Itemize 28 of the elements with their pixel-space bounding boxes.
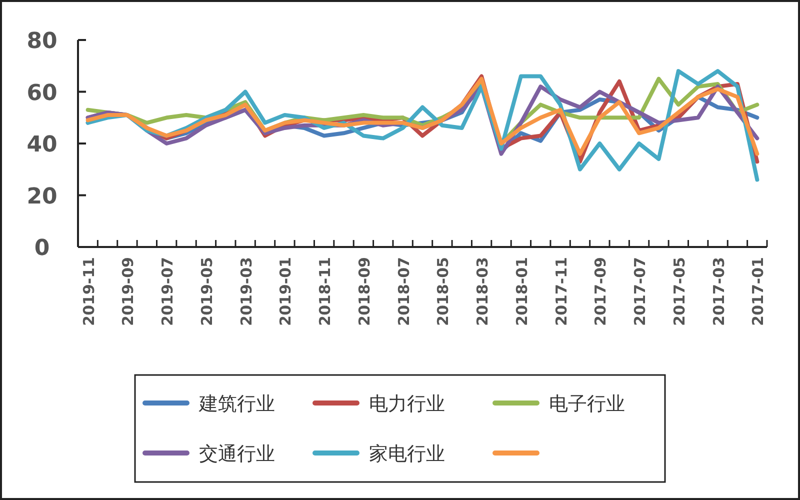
x-tick-label: 2018-07 — [394, 257, 413, 326]
x-tick-label: 2017-05 — [670, 257, 688, 326]
x-tick-label: 2019-07 — [158, 257, 177, 326]
y-tick-label: 80 — [26, 29, 58, 54]
legend-label: 交通行业 — [199, 443, 275, 465]
x-tick-label: 2017-03 — [710, 257, 728, 326]
x-tick-label: 2018-01 — [512, 257, 531, 326]
x-tick-label: 2018-03 — [474, 257, 492, 326]
x-tick-label: 2019-11 — [80, 257, 98, 326]
x-tick-label: 2019-03 — [237, 257, 256, 326]
y-tick-label: 60 — [26, 80, 58, 106]
legend-label: 电子行业 — [549, 393, 625, 415]
x-tick-label: 2018-09 — [355, 257, 374, 326]
legend-label: 电力行业 — [369, 393, 445, 415]
legend-label: 家电行业 — [369, 443, 445, 465]
x-tick-label: 2018-05 — [434, 257, 452, 326]
x-tick-label: 2017-07 — [631, 257, 650, 326]
x-tick-label: 2017-09 — [592, 257, 610, 326]
y-tick-label: 0 — [34, 236, 50, 261]
x-tick-label: 2017-11 — [552, 257, 570, 326]
x-tick-label: 2018-11 — [316, 257, 334, 326]
y-tick-label: 20 — [26, 184, 58, 210]
y-tick-label: 40 — [26, 132, 58, 158]
x-tick-label: 2019-05 — [198, 257, 216, 326]
legend-label: 建筑行业 — [198, 393, 275, 415]
x-tick-label: 2017-01 — [749, 257, 768, 326]
x-tick-label: 2019-09 — [119, 257, 138, 326]
x-tick-label: 2019-01 — [276, 257, 295, 326]
